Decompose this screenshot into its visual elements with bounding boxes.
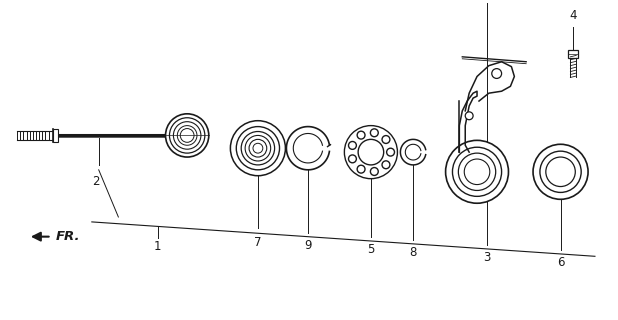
Text: FR.: FR. [56,230,80,243]
Circle shape [245,135,271,161]
Circle shape [382,136,390,143]
Circle shape [464,159,490,185]
Circle shape [169,118,205,153]
Text: 8: 8 [410,246,417,259]
Text: 2: 2 [92,175,99,188]
Circle shape [344,126,397,179]
Circle shape [459,153,496,190]
Circle shape [370,168,378,175]
Circle shape [446,140,509,203]
Circle shape [452,147,502,196]
Circle shape [253,143,263,153]
Circle shape [249,140,267,157]
Circle shape [465,112,473,120]
Text: 9: 9 [304,239,311,252]
Text: 4: 4 [570,9,577,22]
Circle shape [177,126,197,145]
Bar [53,129,59,142]
Text: 1: 1 [154,240,161,253]
Circle shape [174,122,201,149]
Circle shape [349,141,357,149]
Circle shape [387,148,394,156]
Circle shape [370,129,378,137]
Text: 3: 3 [483,251,491,264]
Text: 5: 5 [367,243,375,256]
Circle shape [180,129,194,142]
Circle shape [540,151,581,192]
Circle shape [349,155,357,163]
Circle shape [166,114,209,157]
Circle shape [357,165,365,173]
Circle shape [357,131,365,139]
Text: 7: 7 [254,236,261,249]
Circle shape [546,157,575,187]
Circle shape [358,140,384,165]
Circle shape [382,161,390,169]
Circle shape [236,127,279,170]
Circle shape [241,132,274,165]
Text: 6: 6 [557,256,564,269]
Bar [569,50,578,58]
Circle shape [231,121,286,176]
Circle shape [492,68,502,78]
Circle shape [533,144,588,199]
